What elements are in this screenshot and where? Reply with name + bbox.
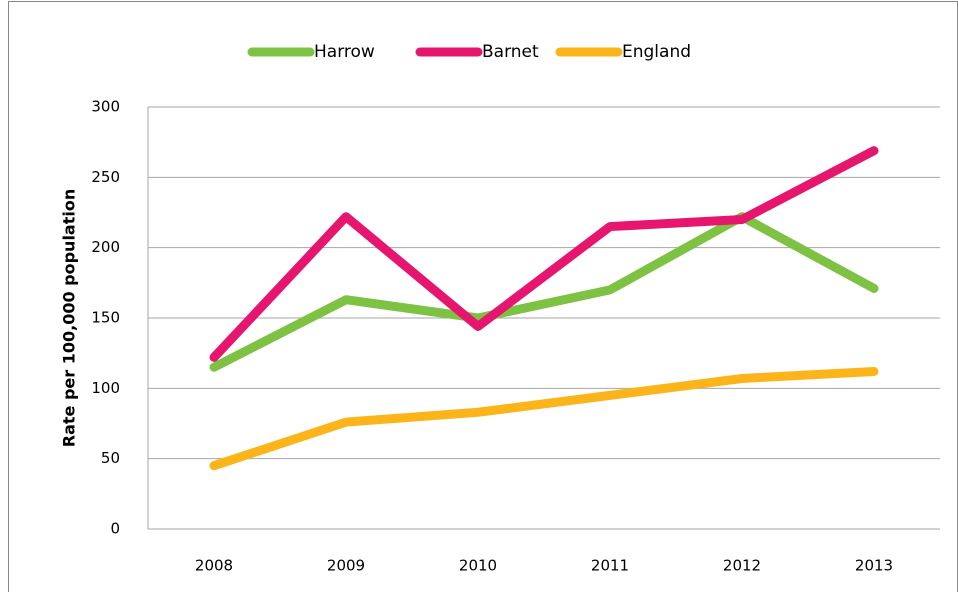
x-tick-label: 2009	[327, 557, 365, 575]
legend-label: Harrow	[314, 42, 375, 62]
y-tick-label: 300	[91, 98, 120, 116]
series-line	[209, 146, 879, 362]
x-tick-label: 2011	[591, 557, 629, 575]
y-tick-label: 250	[91, 168, 120, 186]
x-tick-label: 2013	[855, 557, 893, 575]
x-tick-label: 2012	[723, 557, 761, 575]
legend-label: Barnet	[482, 42, 539, 62]
y-tick-label: 150	[91, 309, 120, 327]
y-axis-title: Rate per 100,000 population	[60, 189, 79, 447]
legend-label: England	[622, 42, 691, 62]
chart-frame	[8, 1, 958, 592]
y-tick-label: 0	[110, 520, 120, 538]
series-line	[209, 366, 879, 471]
x-tick-label: 2010	[459, 557, 497, 575]
y-tick-label: 200	[91, 238, 120, 256]
y-tick-label: 50	[101, 449, 120, 467]
x-tick-label: 2008	[195, 557, 233, 575]
y-tick-label: 100	[91, 379, 120, 397]
series-line	[209, 212, 879, 372]
